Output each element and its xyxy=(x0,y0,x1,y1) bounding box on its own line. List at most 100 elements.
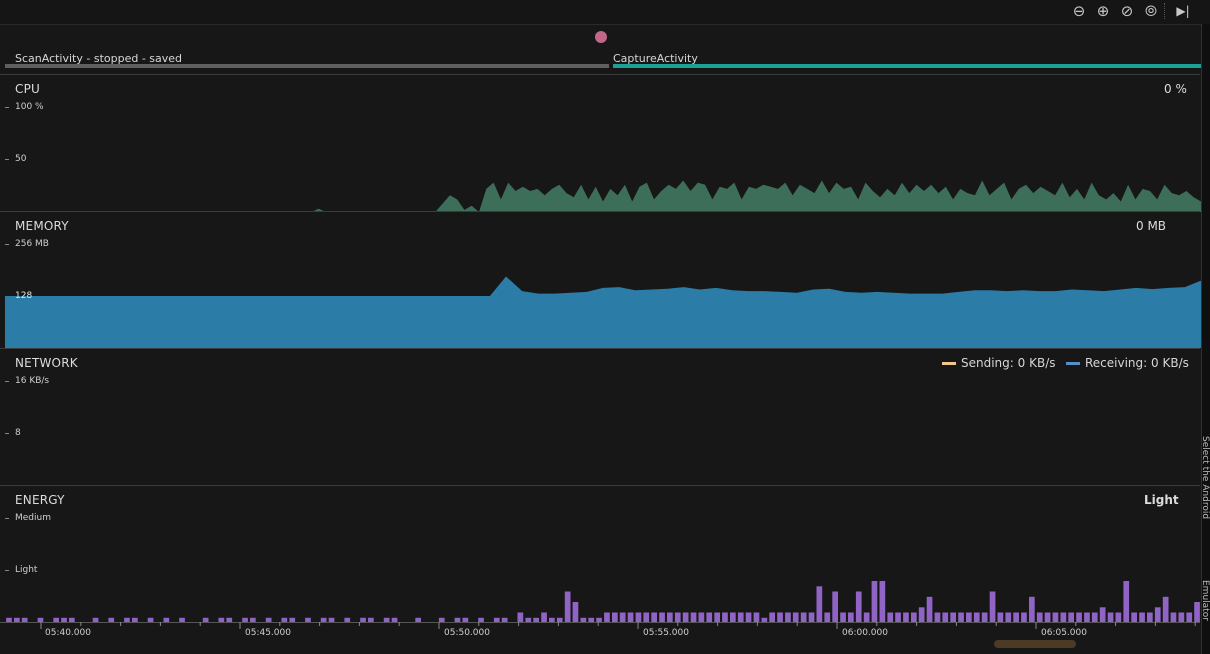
energy-bar xyxy=(714,612,720,623)
energy-bar xyxy=(391,617,398,623)
energy-bar xyxy=(785,612,791,623)
energy-bar xyxy=(824,612,831,623)
energy-bar xyxy=(1099,607,1106,623)
energy-bar xyxy=(761,617,768,623)
energy-bar xyxy=(525,617,532,623)
timeline-scrollbar-thumb[interactable] xyxy=(994,640,1076,648)
zoom-in-icon[interactable]: ⊕ xyxy=(1096,2,1110,20)
energy-bar xyxy=(1123,581,1130,623)
memory-chart[interactable] xyxy=(5,244,1201,348)
energy-bar xyxy=(328,617,335,623)
sending-label: Sending: 0 KB/s xyxy=(961,356,1056,370)
energy-bar xyxy=(202,617,209,623)
energy-bar xyxy=(674,612,681,623)
energy-bar xyxy=(769,612,775,623)
zoom-to-selection-icon[interactable]: ⦾ xyxy=(1144,2,1157,20)
energy-ytick-light: Light xyxy=(15,565,38,575)
energy-bar xyxy=(250,617,256,623)
energy-ytick-mark xyxy=(5,518,9,519)
energy-bar xyxy=(848,612,854,623)
energy-bar xyxy=(596,617,602,623)
event-marker-dot[interactable] xyxy=(595,31,607,43)
energy-bar xyxy=(132,617,138,623)
cpu-ytick-mid: 50 xyxy=(15,154,27,164)
energy-bar xyxy=(360,617,366,623)
network-ytick-mark xyxy=(5,381,9,382)
network-ytick-max: 16 KB/s xyxy=(15,376,50,386)
cpu-chart[interactable] xyxy=(5,107,1201,212)
time-axis-line xyxy=(0,622,1200,623)
energy-bar xyxy=(871,581,878,623)
energy-bar xyxy=(163,617,170,623)
energy-bar xyxy=(517,612,524,623)
energy-bar xyxy=(777,612,783,623)
energy-bar xyxy=(730,612,736,623)
energy-bar xyxy=(218,617,225,623)
activity-label-previous: ScanActivity - stopped - saved xyxy=(15,52,183,65)
energy-bar xyxy=(533,617,539,623)
energy-bar xyxy=(124,617,130,623)
energy-bar xyxy=(108,617,115,623)
energy-bar xyxy=(588,617,595,623)
reset-zoom-icon[interactable]: ⊘ xyxy=(1120,2,1134,20)
energy-bar xyxy=(438,617,445,623)
cpu-ytick-mark xyxy=(5,107,9,108)
time-axis-ticks xyxy=(40,622,1196,629)
time-label: 06:00.000 xyxy=(842,628,888,638)
energy-chart[interactable] xyxy=(5,518,1201,623)
energy-bar xyxy=(1170,612,1177,623)
divider xyxy=(0,211,1200,212)
energy-bar xyxy=(698,612,705,623)
energy-bar xyxy=(863,612,870,623)
energy-bar xyxy=(816,586,823,623)
energy-bar xyxy=(612,612,618,623)
energy-bar xyxy=(368,617,374,623)
time-label: 05:45.000 xyxy=(245,628,291,638)
energy-bar xyxy=(1162,596,1169,623)
energy-bar xyxy=(462,617,469,623)
energy-bar xyxy=(69,617,75,623)
jump-to-live-icon[interactable]: ▶| xyxy=(1176,4,1190,18)
energy-bar xyxy=(800,612,807,623)
energy-bar xyxy=(926,596,933,623)
energy-bar xyxy=(1147,612,1153,623)
energy-bar xyxy=(572,602,579,623)
network-legend-sending: Sending: 0 KB/s xyxy=(942,356,1055,370)
energy-bar xyxy=(320,617,327,623)
activity-bar-previous[interactable] xyxy=(5,64,609,68)
energy-bar xyxy=(226,617,233,623)
energy-ytick-medium: Medium xyxy=(15,513,51,523)
energy-bar xyxy=(37,617,44,623)
sending-swatch xyxy=(942,362,956,365)
energy-bar xyxy=(383,617,390,623)
zoom-out-icon[interactable]: ⊖ xyxy=(1072,2,1086,20)
energy-bar xyxy=(895,612,901,623)
energy-bar xyxy=(53,617,59,623)
energy-bar xyxy=(667,612,673,623)
energy-bar xyxy=(1076,612,1082,623)
energy-bar xyxy=(918,607,925,623)
energy-bar xyxy=(722,612,728,623)
energy-bar xyxy=(934,612,941,623)
energy-ytick-mark xyxy=(5,570,9,571)
energy-bar xyxy=(981,612,988,623)
energy-bar xyxy=(997,612,1004,623)
energy-bar xyxy=(289,617,296,623)
memory-usage-area xyxy=(5,276,1201,348)
energy-bar xyxy=(690,612,697,623)
energy-bar xyxy=(1021,612,1027,623)
energy-bar xyxy=(1131,612,1137,623)
network-ytick-mid: 8 xyxy=(15,428,21,438)
energy-title: ENERGY xyxy=(15,493,65,507)
energy-bar xyxy=(706,612,713,623)
energy-bar xyxy=(1084,612,1090,623)
energy-bar xyxy=(61,617,67,623)
activity-bar-current[interactable] xyxy=(613,64,1201,68)
cpu-usage-area xyxy=(5,180,1201,212)
rail-item-emulator[interactable]: Emulator xyxy=(1201,580,1210,621)
energy-bar xyxy=(635,612,642,623)
energy-bar xyxy=(1194,602,1200,623)
energy-bar xyxy=(1091,612,1098,623)
rail-item-select-device[interactable]: Select the Android xyxy=(1201,436,1210,520)
energy-bar xyxy=(1060,612,1067,623)
